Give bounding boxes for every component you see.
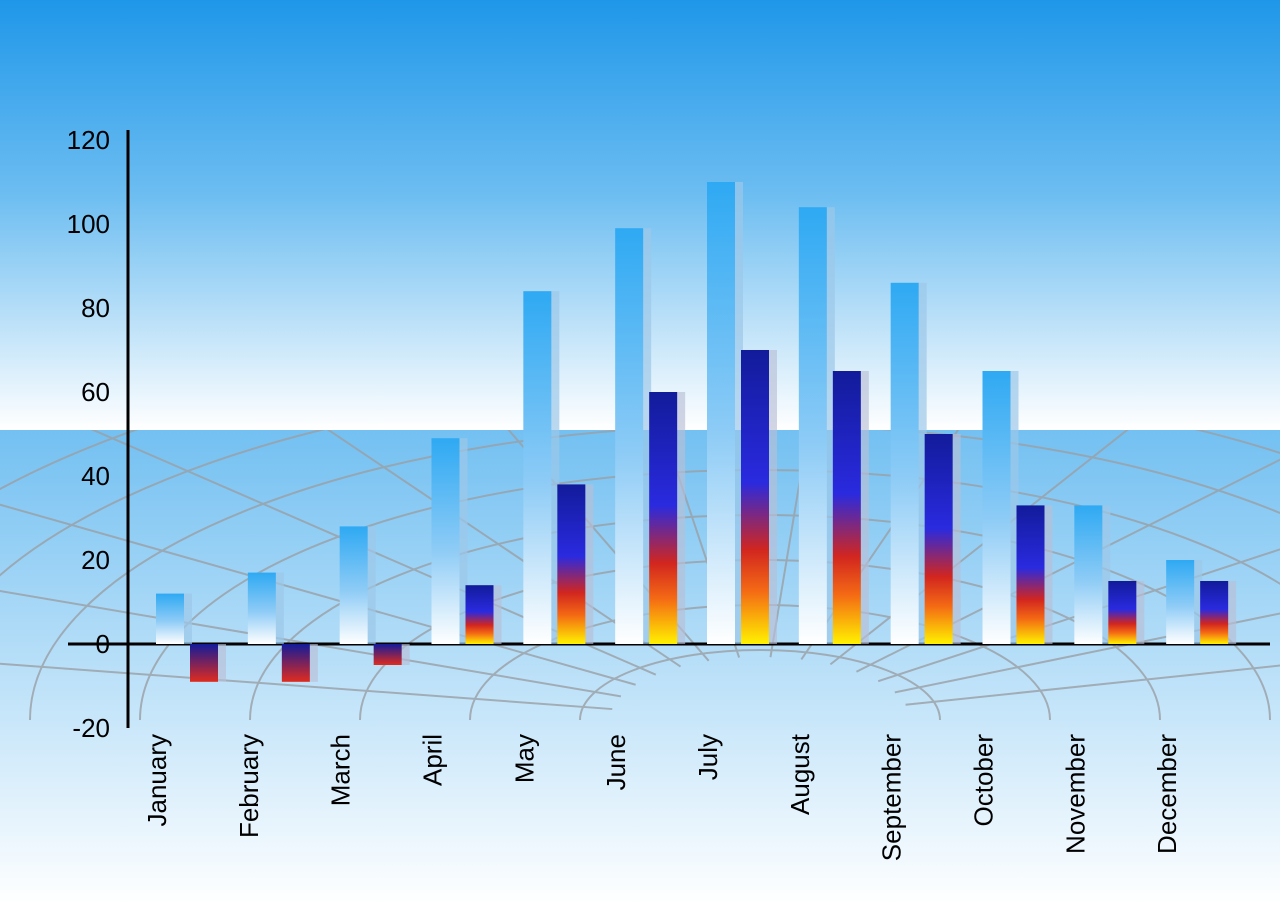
monthly-bar-chart: -20020406080100120JanuaryFebruaryMarchAp…: [0, 0, 1280, 905]
x-tick-label: April: [418, 734, 448, 786]
bar-series-a: [1074, 505, 1102, 644]
bar-series-b: [925, 434, 953, 644]
x-tick-label: October: [969, 734, 999, 827]
bar-series-a: [983, 371, 1011, 644]
y-tick-label: 120: [67, 125, 110, 155]
x-tick-label: July: [693, 734, 723, 780]
bar-series-a: [707, 182, 735, 644]
bar-series-b: [741, 350, 769, 644]
bar-series-b: [833, 371, 861, 644]
bar-series-b: [466, 585, 494, 644]
bar-series-a: [799, 207, 827, 644]
y-tick-label: 100: [67, 209, 110, 239]
bar-series-b: [190, 644, 218, 682]
x-tick-label: January: [142, 734, 172, 827]
x-tick-label: June: [601, 734, 631, 790]
x-tick-label: September: [877, 734, 907, 862]
chart-svg: -20020406080100120JanuaryFebruaryMarchAp…: [0, 0, 1280, 905]
bar-series-a: [523, 291, 551, 644]
y-tick-label: 60: [81, 377, 110, 407]
x-tick-label: May: [509, 734, 539, 783]
y-tick-label: -20: [72, 713, 110, 743]
bar-series-b: [649, 392, 677, 644]
bar-series-a: [615, 228, 643, 644]
bar-series-b: [1108, 581, 1136, 644]
bar-series-a: [340, 526, 368, 644]
x-tick-label: March: [326, 734, 356, 806]
x-tick-label: December: [1152, 734, 1182, 854]
bar-series-a: [432, 438, 460, 644]
bar-series-b: [374, 644, 402, 665]
y-tick-label: 80: [81, 293, 110, 323]
bar-series-a: [891, 283, 919, 644]
x-tick-label: February: [234, 734, 264, 838]
bar-series-a: [156, 594, 184, 644]
bar-series-b: [1017, 505, 1045, 644]
bar-series-a: [248, 573, 276, 644]
bar-series-b: [282, 644, 310, 682]
y-tick-label: 40: [81, 461, 110, 491]
y-tick-label: 20: [81, 545, 110, 575]
x-tick-label: August: [785, 733, 815, 815]
bar-series-b: [1200, 581, 1228, 644]
x-tick-label: November: [1060, 734, 1090, 854]
bar-series-a: [1166, 560, 1194, 644]
bar-series-b: [557, 484, 585, 644]
